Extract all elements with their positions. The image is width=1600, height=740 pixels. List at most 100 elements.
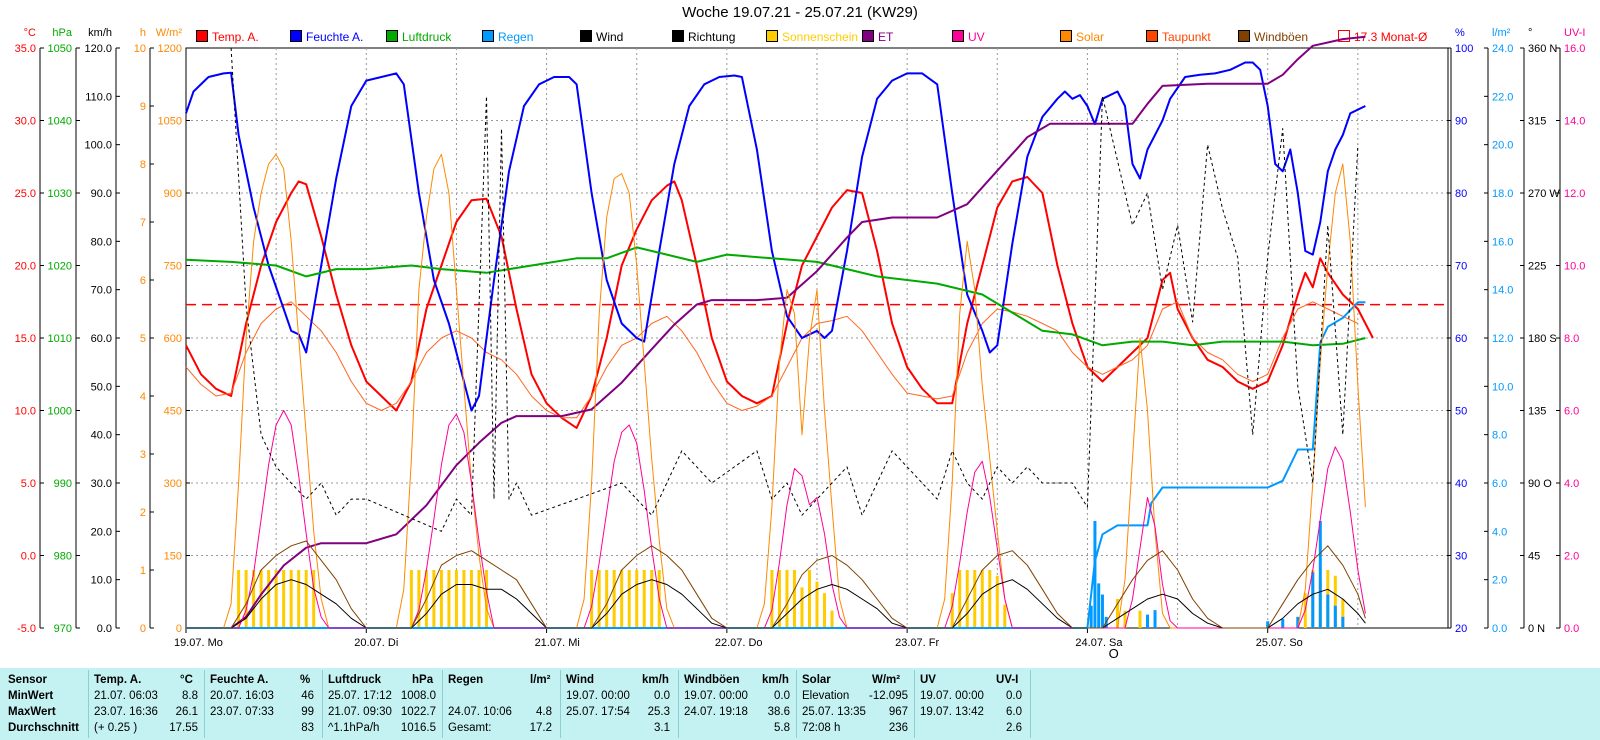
tick-label-sunshine: 1 bbox=[140, 565, 146, 577]
axis-unit-pressure: hPa bbox=[52, 27, 72, 39]
stats-pressure-unit: hPa bbox=[412, 674, 434, 686]
series-luftdruck bbox=[185, 246, 1366, 347]
tick-label-temp: 15.0 bbox=[15, 333, 36, 345]
axis-unit-temp: °C bbox=[24, 27, 36, 39]
tick-label-solar: 150 bbox=[164, 551, 182, 563]
tick-label-humidity: 60 bbox=[1455, 333, 1467, 345]
stats-gust-min: 0.0 bbox=[774, 690, 790, 702]
sunshine-bar bbox=[605, 570, 609, 628]
legend-item: Luftdruck bbox=[386, 30, 451, 44]
legend-label: Sonnenschein bbox=[782, 30, 859, 44]
tick-label-humidity: 90 bbox=[1455, 116, 1467, 128]
legend-label: UV bbox=[968, 30, 985, 44]
tick-label-sunshine: 9 bbox=[140, 101, 146, 113]
legend-swatch bbox=[386, 30, 398, 42]
sunshine-bar bbox=[980, 570, 984, 628]
tick-label-sunshine: 4 bbox=[140, 391, 146, 403]
legend-item: Feuchte A. bbox=[290, 30, 363, 44]
stats-gust-min-time: 19.07. 00:00 bbox=[684, 690, 748, 702]
legend-swatch bbox=[1238, 30, 1250, 42]
tick-label-solar: 0 bbox=[176, 623, 182, 635]
legend-label: Windböen bbox=[1254, 30, 1309, 44]
tick-label-solar: 300 bbox=[164, 478, 182, 490]
tick-label-rain: 24.0 bbox=[1492, 43, 1513, 55]
stats-gust-max-time: 24.07. 19:18 bbox=[684, 706, 748, 718]
stats-gust-unit: km/h bbox=[762, 674, 789, 686]
tick-label-rain: 8.0 bbox=[1492, 430, 1507, 442]
sunshine-bar bbox=[454, 570, 458, 628]
sunshine-bar bbox=[282, 570, 286, 628]
stats-header-avg: Durchschnitt bbox=[8, 722, 79, 734]
sunshine-bar bbox=[462, 570, 466, 628]
legend-label: Richtung bbox=[688, 30, 736, 44]
sunshine-bar bbox=[447, 570, 451, 628]
tick-label-rain: 20.0 bbox=[1492, 140, 1513, 152]
tick-label-rain: 2.0 bbox=[1492, 575, 1507, 587]
tick-label-sunshine: 2 bbox=[140, 507, 146, 519]
legend-item: Solar bbox=[1060, 30, 1104, 44]
sunshine-bar bbox=[650, 570, 654, 628]
tick-label-pressure: 1000 bbox=[48, 406, 72, 418]
tick-label-wind: 20.0 bbox=[91, 526, 112, 538]
tick-label-temp: 10.0 bbox=[15, 406, 36, 418]
sunshine-bar bbox=[267, 570, 271, 628]
tick-label-humidity: 30 bbox=[1455, 551, 1467, 563]
stats-wind-unit: km/h bbox=[642, 674, 669, 686]
stats-temp-unit: °C bbox=[180, 674, 193, 686]
stats-humidity-max-time: 23.07. 07:33 bbox=[210, 706, 274, 718]
tick-label-rain: 6.0 bbox=[1492, 478, 1507, 490]
tick-label-pressure: 1010 bbox=[48, 333, 72, 345]
sunshine-bar bbox=[988, 570, 992, 628]
tick-label-wind: 90.0 bbox=[91, 188, 112, 200]
tick-label-pressure: 1040 bbox=[48, 116, 72, 128]
tick-label-uv: 0.0 bbox=[1564, 623, 1579, 635]
x-tick-label: 25.07. So bbox=[1256, 637, 1303, 649]
sunshine-bar bbox=[830, 610, 834, 628]
tick-label-pressure: 1030 bbox=[48, 188, 72, 200]
rain-bar bbox=[1281, 619, 1285, 628]
legend-label: Luftdruck bbox=[402, 30, 452, 44]
tick-label-temp: 5.0 bbox=[21, 478, 36, 490]
tick-label-uv: 10.0 bbox=[1564, 261, 1585, 273]
sunshine-bar bbox=[1115, 599, 1119, 628]
legend-swatch bbox=[1060, 30, 1072, 42]
axis-unit-direction: ° bbox=[1528, 27, 1532, 39]
legend-swatch bbox=[862, 30, 874, 42]
stats-uv-avg: 2.6 bbox=[1006, 722, 1022, 734]
legend-label: Taupunkt bbox=[1162, 30, 1211, 44]
sunshine-bar bbox=[807, 570, 811, 628]
rain-bar bbox=[1089, 605, 1093, 628]
tick-label-sunshine: 7 bbox=[140, 217, 146, 229]
stats-temp-min: 8.8 bbox=[182, 690, 198, 702]
tick-label-rain: 14.0 bbox=[1492, 285, 1513, 297]
rain-bar bbox=[1333, 605, 1337, 628]
weather-chart: 35.030.025.020.015.010.05.00.0-5.0°C1050… bbox=[15, 27, 1586, 661]
stats-rain-max-time: 24.07. 10:06 bbox=[448, 706, 512, 718]
sunshine-bar bbox=[627, 570, 631, 628]
stats-pressure-min: 1008.0 bbox=[400, 690, 436, 702]
series-taupunkt bbox=[185, 301, 1359, 419]
chart-title: Woche 19.07.21 - 25.07.21 (KW29) bbox=[682, 4, 918, 21]
sunshine-bar bbox=[642, 570, 646, 628]
stats-uv-unit: UV-I bbox=[996, 674, 1019, 686]
tick-label-wind: 110.0 bbox=[85, 91, 112, 103]
sunshine-bar bbox=[950, 593, 954, 628]
sunshine-bar bbox=[958, 570, 962, 628]
legend-swatch bbox=[952, 30, 964, 42]
stats-rain-avg: 17.2 bbox=[529, 722, 552, 734]
sunshine-bar bbox=[1123, 610, 1127, 628]
tick-label-direction: 45 bbox=[1528, 551, 1540, 563]
sunshine-bar bbox=[477, 570, 481, 628]
stats-solar-max: 967 bbox=[888, 706, 908, 718]
stats-header-max: MaxWert bbox=[8, 706, 56, 718]
tick-label-wind: 60.0 bbox=[91, 333, 112, 345]
series-uv bbox=[186, 410, 1366, 629]
tick-label-pressure: 970 bbox=[54, 623, 72, 635]
sunshine-bar bbox=[417, 570, 421, 628]
legend-swatch bbox=[672, 30, 684, 42]
sunshine-bar bbox=[823, 593, 827, 628]
legend-item: Regen bbox=[482, 30, 533, 44]
tick-label-direction: 90 O bbox=[1528, 478, 1552, 490]
rain-bar bbox=[1266, 621, 1270, 628]
tick-label-uv: 4.0 bbox=[1564, 478, 1579, 490]
